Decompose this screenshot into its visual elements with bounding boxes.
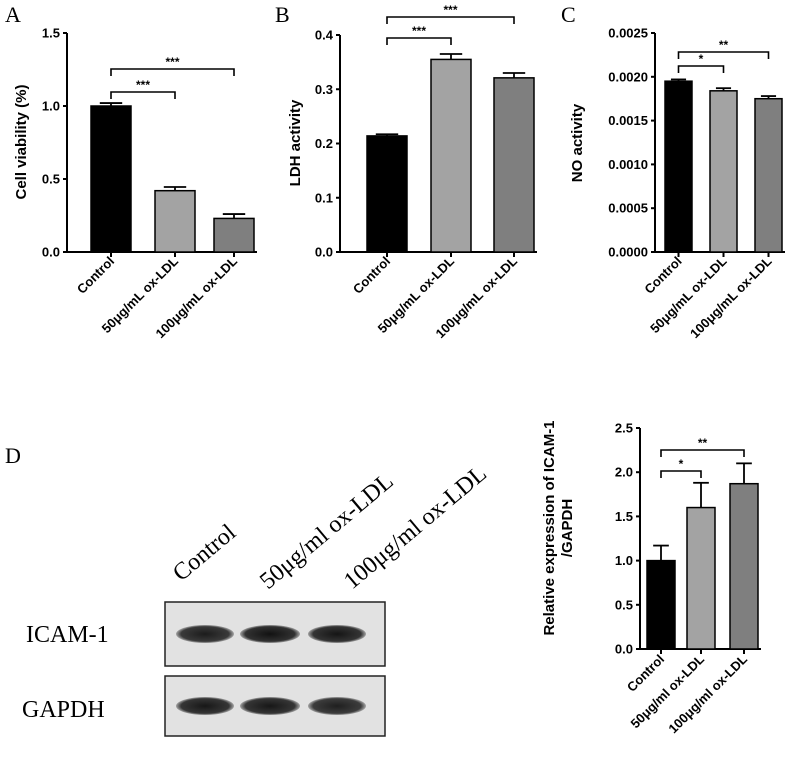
significance-label: ***	[443, 3, 457, 17]
y-axis-label-line: NO activity	[569, 103, 586, 182]
significance-bracket	[110, 91, 176, 99]
bar-2	[430, 58, 472, 253]
bar-1	[646, 559, 676, 650]
chart-c-no-activity: NO activity 0.0000 0.0005 0.0010 0.0015 0.002…	[569, 26, 785, 341]
wb-band-icam-1-lane-1	[176, 625, 234, 643]
chart-b-ldh-activity: LDH activity0.00.10.20.30.4Control50μg/m…	[287, 3, 537, 341]
y-axis-label: NO activity	[569, 103, 586, 182]
x-category-label: Control	[641, 254, 684, 297]
y-tick-label: 0.5	[615, 597, 633, 612]
x-category-label: 50μg/ml ox-LDL	[628, 651, 708, 731]
wb-band-gapdh-lane-1	[176, 697, 234, 715]
bar-1	[90, 105, 132, 253]
significance-label: *	[679, 457, 684, 471]
y-tick-label: 2.5	[615, 421, 633, 436]
y-tick-label: 1.5	[615, 509, 633, 524]
y-tick-label: 1.5	[42, 26, 60, 41]
significance-bracket	[386, 16, 515, 24]
bar-3	[729, 482, 759, 650]
bar-2	[709, 90, 738, 253]
y-tick-label: 0.2	[315, 136, 333, 151]
x-category-label: Control	[350, 254, 393, 297]
y-axis-label: Cell viability (%)	[13, 84, 30, 199]
panel-letter-c: C	[561, 2, 576, 27]
y-tick-label: 0.4	[315, 28, 334, 43]
significance-bracket	[677, 51, 770, 59]
x-category-label: 100μg/ml ox-LDL	[665, 651, 750, 736]
x-category-label: 50μg/mL ox-LDL	[647, 253, 729, 335]
y-tick-label: 0.0	[42, 245, 60, 260]
y-tick-label: 0.0005	[608, 201, 648, 216]
y-tick-label: 1.0	[42, 99, 60, 114]
bar-1	[366, 135, 408, 253]
wb-row-label-icam1: ICAM-1	[26, 622, 109, 648]
y-axis-label-line: /GAPDH	[559, 499, 576, 557]
bar-3	[493, 77, 535, 253]
panel-letter-b: B	[275, 2, 290, 27]
significance-label: ***	[412, 24, 426, 38]
panel-letter-a: A	[5, 2, 21, 27]
significance-bracket	[110, 68, 235, 76]
bar-3	[213, 217, 255, 253]
significance-label: ***	[165, 55, 179, 69]
y-tick-label: 0.3	[315, 82, 333, 97]
y-axis-label: LDH activity	[287, 99, 304, 186]
y-axis-label-line: LDH activity	[287, 99, 304, 186]
y-tick-label: 0.5	[42, 172, 60, 187]
panel-letter-d: D	[5, 443, 21, 468]
chart-d-icam1-expression: Relative expression of ICAM-1/GAPDH 0.0 0.…	[541, 420, 761, 736]
wb-band-gapdh-lane-2	[240, 697, 300, 715]
bar-2	[686, 506, 716, 650]
y-tick-label: 0.0000	[608, 245, 648, 260]
y-axis-label: Relative expression of ICAM-1/GAPDH	[541, 420, 576, 635]
significance-label: **	[698, 436, 708, 450]
y-axis-label-line: Relative expression of ICAM-1	[541, 420, 558, 635]
y-tick-label: 0.0	[315, 245, 333, 260]
y-tick-label: 2.0	[615, 465, 633, 480]
y-tick-label: 0.0015	[608, 113, 648, 128]
significance-bracket	[660, 449, 745, 457]
y-tick-label: 0.0010	[608, 157, 648, 172]
y-tick-label: 1.0	[615, 553, 633, 568]
bar-2	[154, 189, 196, 253]
wb-lane-label-100: 100μg/ml ox-LDL	[339, 461, 492, 595]
x-category-label: 100μg/mL ox-LDL	[687, 253, 775, 341]
y-tick-label: 0.0	[615, 642, 633, 657]
x-category-label: Control	[74, 254, 117, 297]
y-tick-label: 0.1	[315, 190, 333, 205]
significance-label: ***	[136, 78, 150, 92]
significance-bracket	[386, 37, 452, 45]
significance-bracket	[660, 470, 702, 478]
wb-band-icam-1-lane-2	[240, 625, 300, 643]
wb-band-gapdh-lane-3	[308, 697, 366, 715]
y-tick-label: 0.0025	[608, 26, 648, 41]
wb-lane-label-control: Control	[168, 519, 241, 586]
y-tick-label: 0.0020	[608, 69, 648, 84]
bar-1	[664, 80, 693, 253]
wb-band-icam-1-lane-3	[308, 625, 366, 643]
chart-a-cell-viability: Cell viability (%)0.00.51.01.5Control50μ…	[13, 26, 257, 341]
significance-label: *	[699, 52, 704, 66]
significance-label: **	[719, 38, 729, 52]
western-blot: Control 50μg/ml ox-LDL 100μg/ml ox-LDL I…	[22, 461, 492, 737]
bar-3	[754, 97, 783, 253]
significance-bracket	[677, 65, 725, 73]
y-axis-label-line: Cell viability (%)	[13, 84, 30, 199]
wb-row-label-gapdh: GAPDH	[22, 697, 105, 723]
